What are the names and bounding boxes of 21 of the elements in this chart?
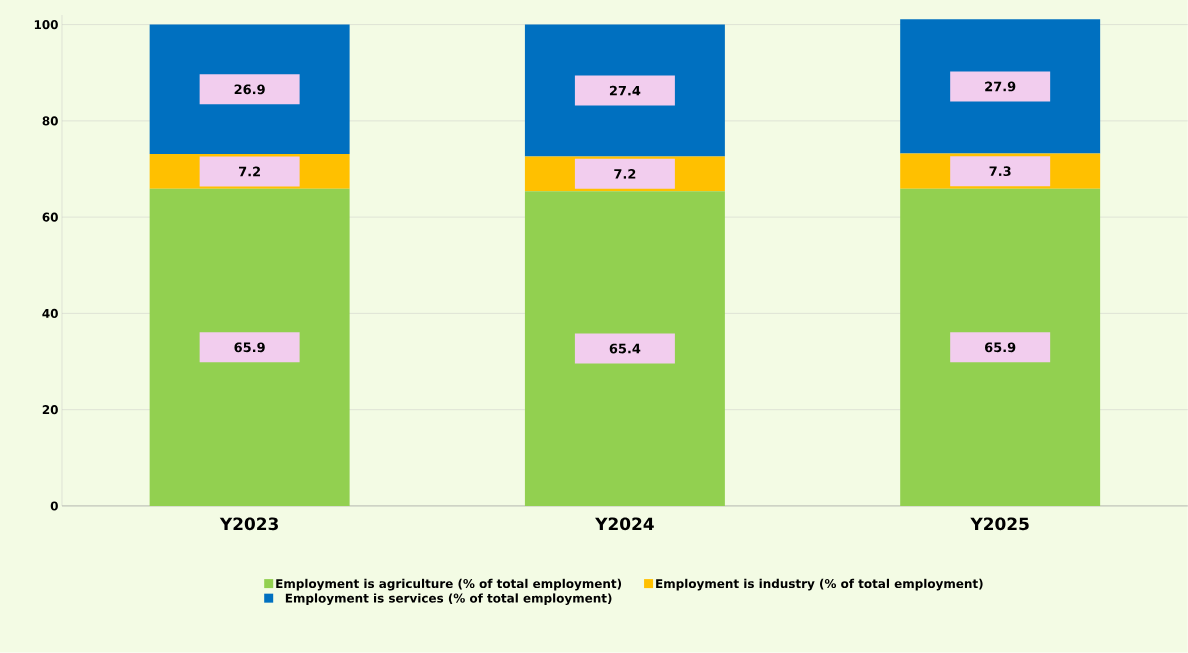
data-label: 65.9 [234, 342, 265, 353]
x-tick-label: Y2024 [595, 517, 654, 531]
data-label: 26.9 [234, 84, 265, 95]
data-label: 7.2 [614, 169, 636, 179]
legend-label: Employment is industry (% of total employment) [656, 578, 983, 591]
legend-label: Employment is services (% of total employment) [285, 593, 612, 606]
y-tick-label: 0 [50, 501, 58, 511]
y-tick-label: 60 [42, 212, 58, 222]
data-label: 65.9 [984, 342, 1016, 353]
data-label: 7.3 [989, 166, 1011, 177]
y-tick-label: 80 [42, 116, 58, 126]
data-label: 27.4 [609, 85, 641, 96]
data-label: 65.4 [609, 343, 641, 354]
y-tick-label: 100 [34, 20, 58, 30]
x-tick-label: Y2023 [219, 517, 278, 531]
legend-label: Employment is agriculture (% of total employment) [276, 578, 622, 591]
data-label: 7.2 [239, 166, 260, 177]
y-tick-label: 40 [42, 308, 58, 318]
x-tick-label: Y2025 [970, 517, 1029, 531]
y-tick-label: 20 [42, 405, 58, 415]
data-label: 27.9 [985, 81, 1016, 92]
